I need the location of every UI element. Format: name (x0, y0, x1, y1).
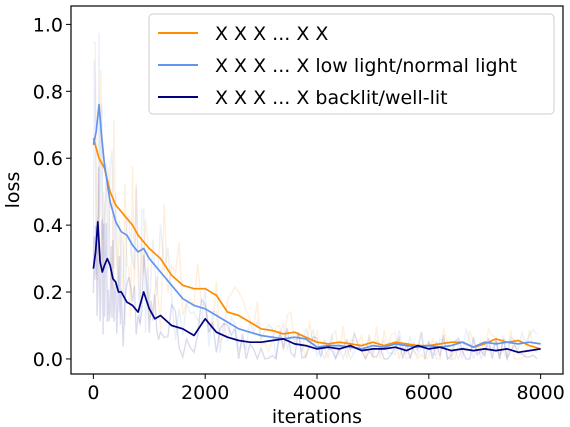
series-line-2 (92, 103, 541, 350)
x-tick-label: 8000 (516, 382, 564, 404)
x-tick-label: 6000 (405, 382, 453, 404)
y-tick-label: 0.2 (33, 282, 63, 304)
legend-label-2: X X X ... X low light/normal light (215, 55, 517, 77)
y-tick-label: 0.8 (33, 81, 63, 103)
legend-box (148, 13, 555, 115)
x-axis-label: iterations (272, 406, 362, 427)
raw-curve-2 (92, 32, 538, 362)
y-axis-ticks: 0.0 0.2 0.4 0.6 0.8 1.0 (33, 14, 71, 371)
raw-noise-layer (92, 32, 538, 362)
legend: X X X ... X X X X X ... X low light/norma… (148, 13, 555, 115)
y-tick-label: 0.6 (33, 148, 63, 170)
raw-curve-3 (92, 167, 538, 362)
x-tick-label: 0 (87, 382, 99, 404)
y-axis-label: loss (2, 172, 24, 209)
legend-label-1: X X X ... X X (215, 23, 328, 45)
legend-label-3: X X X ... X backlit/well-lit (215, 87, 448, 109)
series-line-1 (92, 137, 541, 350)
x-tick-label: 2000 (181, 382, 229, 404)
x-tick-label: 4000 (293, 382, 341, 404)
series-line-3 (92, 220, 541, 354)
x-axis-ticks: 0 2000 4000 6000 8000 (87, 374, 565, 404)
raw-curve-1 (93, 40, 538, 362)
y-tick-label: 1.0 (33, 14, 63, 36)
y-tick-label: 0.0 (33, 349, 63, 371)
series-layer (92, 103, 541, 354)
y-tick-label: 0.4 (33, 215, 63, 237)
